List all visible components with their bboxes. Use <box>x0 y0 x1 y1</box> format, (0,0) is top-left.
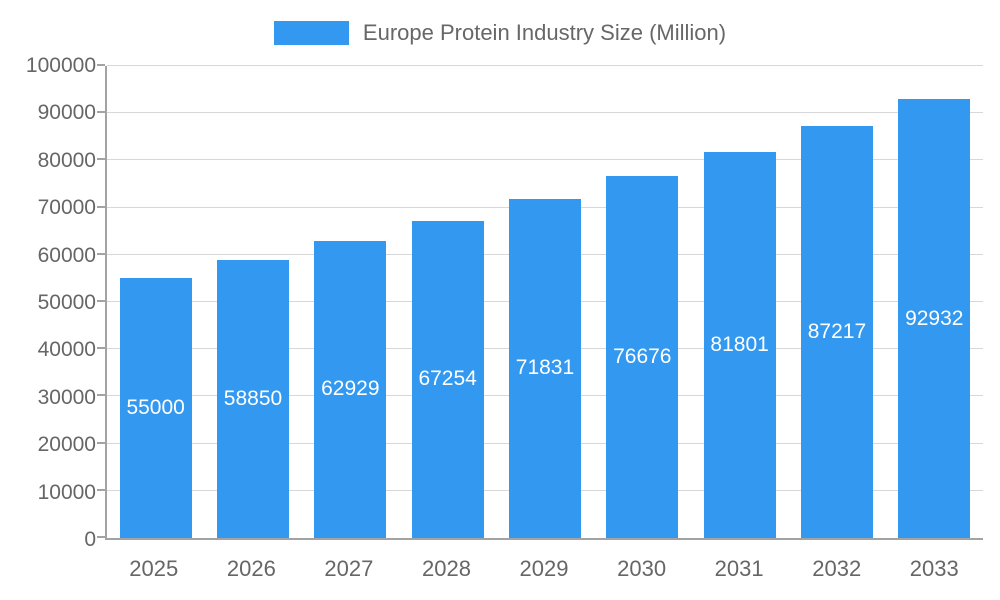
y-tick <box>97 300 105 302</box>
y-tick <box>97 347 105 350</box>
bar-2032: 87217 <box>800 126 873 538</box>
y-tick <box>97 252 105 255</box>
bar-slot: 55000 <box>107 66 204 538</box>
y-axis-label: 50000 <box>37 291 96 314</box>
bar-slot: 81801 <box>691 66 788 538</box>
bar-value-label: 81801 <box>710 332 769 356</box>
bar-2030: 76676 <box>606 176 679 538</box>
bar-2033: 92932 <box>898 99 971 538</box>
bar-value-label: 67254 <box>418 367 477 391</box>
y-axis-label: 100000 <box>25 54 96 77</box>
bar-slot: 92932 <box>886 66 983 538</box>
gridline <box>107 159 983 161</box>
x-axis-label: 2025 <box>129 556 179 581</box>
bar-2028: 67254 <box>411 220 484 538</box>
bar-2025: 55000 <box>119 278 192 538</box>
y-tick <box>97 536 105 538</box>
y-axis-label: 0 <box>84 528 96 551</box>
x-axis-label: 2028 <box>421 556 471 581</box>
y-axis-label: 20000 <box>37 433 96 457</box>
y-axis: 0 10000 20000 30000 40000 50000 60000 70000 8000… <box>0 54 96 551</box>
bar-value-label: 55000 <box>126 396 185 420</box>
legend-swatch <box>273 21 349 45</box>
x-axis-label: 2033 <box>909 556 959 581</box>
bar-slot: 71831 <box>496 66 593 538</box>
bar-value-label: 62929 <box>321 377 380 401</box>
bar-slot: 62929 <box>302 66 399 538</box>
y-axis-label: 90000 <box>37 101 96 125</box>
gridline <box>107 112 983 114</box>
bar-value-label: 92932 <box>905 306 964 330</box>
y-axis-label: 80000 <box>37 148 96 172</box>
y-tick <box>97 488 105 491</box>
y-tick <box>97 111 105 114</box>
bar-slot: 76676 <box>594 66 691 538</box>
bar-2029: 71831 <box>508 198 581 538</box>
legend: Europe Protein Industry Size (Million) <box>0 20 1000 46</box>
x-axis-label: 2027 <box>324 556 374 581</box>
bar-2031: 81801 <box>703 151 776 538</box>
y-tick <box>97 158 105 161</box>
x-axis-label: 2032 <box>812 556 862 581</box>
y-axis-label: 30000 <box>37 385 96 409</box>
plot-area: 55000 58850 62929 67254 71831 76676 81801 87217… <box>97 64 983 540</box>
y-axis-label: 70000 <box>37 196 96 220</box>
y-axis-label: 10000 <box>37 480 96 504</box>
bar-value-label: 76676 <box>613 345 672 369</box>
bar-value-label: 71831 <box>515 356 575 380</box>
bar-slot: 58850 <box>204 66 301 538</box>
y-tick <box>97 205 105 208</box>
bars: 55000 58850 62929 67254 71831 76676 81801 87217… <box>107 66 983 538</box>
x-axis-label: 2029 <box>519 556 569 581</box>
x-axis-label: 2030 <box>617 556 667 581</box>
bar-value-label: 58850 <box>223 387 283 411</box>
y-tick <box>97 441 105 444</box>
y-tick <box>97 394 105 397</box>
gridline <box>107 65 983 66</box>
x-axis-label: 2031 <box>714 556 764 581</box>
y-axis-label: 40000 <box>37 338 96 362</box>
y-axis-label: 60000 <box>37 243 96 267</box>
x-axis-label: 2026 <box>226 556 276 581</box>
x-axis: 2025 2026 2027 2028 2029 2030 2031 2032 2033 <box>105 556 983 582</box>
y-tick <box>97 64 105 66</box>
bar-slot: 87217 <box>788 66 885 538</box>
bar-2026: 58850 <box>216 260 289 538</box>
bar-slot: 67254 <box>399 66 496 538</box>
bar-value-label: 87217 <box>807 320 867 344</box>
bar-2027: 62929 <box>314 240 387 538</box>
legend-label: Europe Protein Industry Size (Million) <box>362 20 727 45</box>
